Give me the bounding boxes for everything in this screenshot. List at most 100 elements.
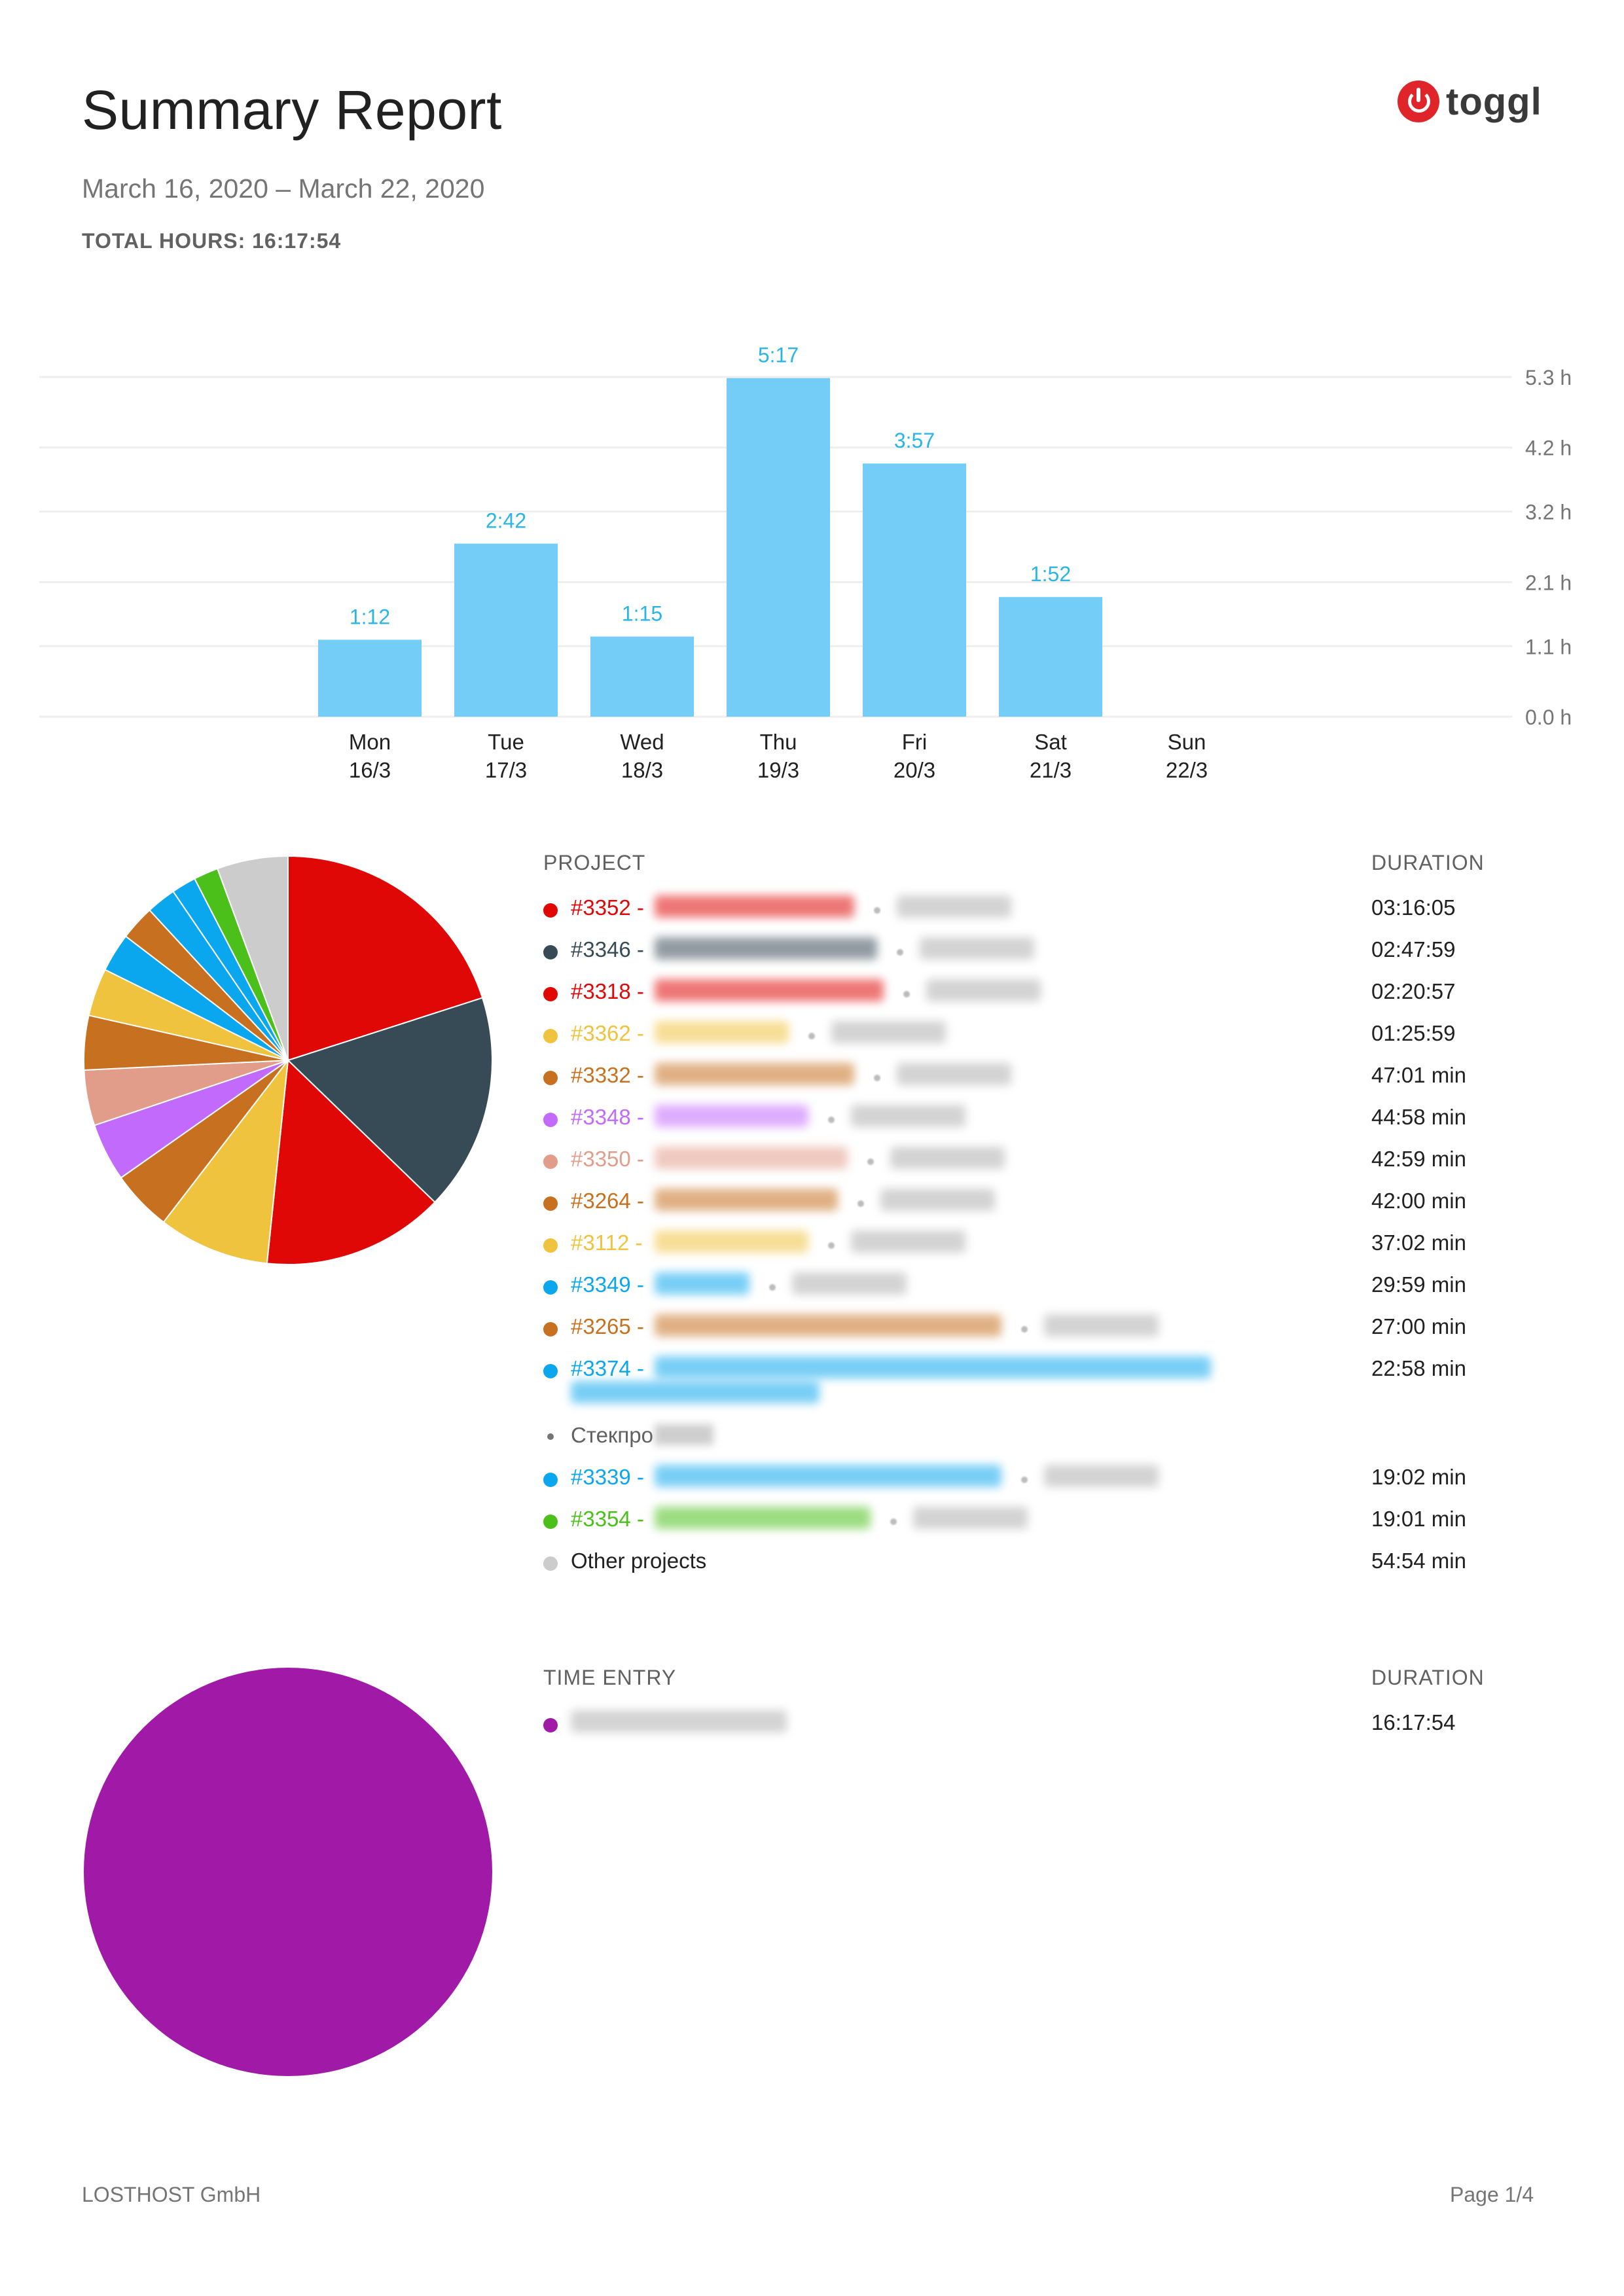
- blurred-project-name: [655, 937, 877, 960]
- project-row: #3352 - 03:16:05: [543, 890, 1486, 932]
- bar-data-label: 5:17: [758, 344, 799, 367]
- project-row: #3339 - 19:02 min: [543, 1460, 1486, 1501]
- project-row: #3332 - 47:01 min: [543, 1058, 1486, 1100]
- project-code: #3318 -: [571, 979, 644, 1003]
- project-code: #3350 -: [571, 1147, 644, 1171]
- blurred-project-name: [655, 1189, 838, 1211]
- project-color-dot: [543, 1364, 558, 1378]
- time-entry-table-header: TIME ENTRY DURATION: [543, 1666, 1486, 1705]
- time-entry-pie-chart: [84, 1668, 492, 2076]
- y-tick-label: 1.1 h: [1525, 635, 1572, 658]
- project-duration: 44:58 min: [1371, 1105, 1466, 1129]
- project-row: #3374 - 22:58 min: [543, 1351, 1486, 1418]
- separator-dot: [1021, 1477, 1028, 1483]
- project-color-dot: [543, 1029, 558, 1043]
- blurred-client-name: [792, 1272, 907, 1295]
- blurred-client-name: [897, 1063, 1011, 1085]
- project-code: #3112 -: [571, 1230, 643, 1255]
- blurred-client-name: [880, 1189, 995, 1211]
- total-hours: TOTAL HOURS: 16:17:54: [82, 229, 342, 253]
- project-row: #3354 - 19:01 min: [543, 1501, 1486, 1543]
- bar: [318, 639, 422, 717]
- project-duration: 02:20:57: [1371, 979, 1456, 1003]
- blurred-client-name: [926, 979, 1041, 1001]
- bar-data-label: 1:15: [622, 602, 662, 626]
- blurred-client-name: [913, 1507, 1028, 1529]
- footer-company: LOSTHOST GmbH: [82, 2183, 261, 2206]
- x-tick-date: 21/3: [1030, 758, 1072, 782]
- project-color-dot: [543, 1238, 558, 1253]
- client-name: Стекпро: [571, 1423, 653, 1447]
- project-color-dot: [543, 1280, 558, 1295]
- logo-text: toggl: [1446, 80, 1542, 123]
- separator-dot: [857, 1200, 864, 1207]
- project-pie-chart: [83, 855, 493, 1265]
- pie-slice: [84, 1668, 492, 2076]
- x-tick-date: 17/3: [485, 758, 527, 782]
- project-row: #3112 - 37:02 min: [543, 1225, 1486, 1267]
- separator-dot: [890, 1518, 897, 1525]
- separator-dot: [874, 907, 880, 914]
- project-client-subrow: Стекпро: [543, 1418, 1486, 1460]
- separator-dot: [903, 991, 910, 997]
- date-range: March 16, 2020 – March 22, 2020: [82, 173, 485, 204]
- blurred-client-name: [897, 895, 1011, 918]
- project-duration: 42:00 min: [1371, 1189, 1466, 1213]
- project-row: #3264 - 42:00 min: [543, 1183, 1486, 1225]
- bar: [590, 636, 694, 717]
- bar: [454, 543, 558, 717]
- bar: [999, 597, 1102, 717]
- blurred-project-name: [655, 1063, 854, 1085]
- duration-column-header: DURATION: [1371, 851, 1485, 874]
- y-tick-label: 0.0 h: [1525, 706, 1572, 729]
- x-tick-date: 22/3: [1166, 758, 1208, 782]
- pie-slice: [216, 855, 289, 1061]
- y-tick-label: 4.2 h: [1525, 437, 1572, 460]
- project-code: #3349 -: [571, 1272, 644, 1297]
- blurred-client-name: [1044, 1314, 1159, 1336]
- blurred-client-name: [890, 1147, 1005, 1169]
- project-code: #3362 -: [571, 1021, 644, 1045]
- bar: [727, 378, 830, 717]
- x-tick-day: Tue: [488, 730, 524, 754]
- time-entry-color-dot: [543, 1718, 558, 1732]
- footer-page-number: Page 1/4: [1450, 2183, 1534, 2206]
- project-code: #3348 -: [571, 1105, 644, 1129]
- project-color-dot: [543, 945, 558, 960]
- project-duration: 42:59 min: [1371, 1147, 1466, 1171]
- project-code: #3352 -: [571, 895, 644, 920]
- project-code: #3264 -: [571, 1189, 644, 1213]
- blurred-client-suffix: [655, 1424, 713, 1445]
- x-tick-day: Thu: [760, 730, 797, 754]
- blurred-project-name: [655, 1314, 1001, 1336]
- blurred-project-name: [655, 1230, 808, 1253]
- project-duration: 27:00 min: [1371, 1314, 1466, 1338]
- separator-dot: [874, 1075, 880, 1081]
- project-duration: 19:01 min: [1371, 1507, 1466, 1531]
- pie-slice: [266, 1058, 436, 1265]
- x-tick-date: 19/3: [757, 758, 799, 782]
- y-tick-label: 3.2 h: [1525, 501, 1572, 524]
- project-color-dot: [543, 1556, 558, 1571]
- bar-data-label: 3:57: [894, 429, 935, 452]
- project-row: #3265 - 27:00 min: [543, 1309, 1486, 1351]
- x-tick-date: 18/3: [621, 758, 663, 782]
- separator-dot: [897, 949, 903, 956]
- toggl-logo: toggl: [1398, 79, 1542, 124]
- x-tick-day: Mon: [349, 730, 391, 754]
- separator-dot: [808, 1033, 815, 1039]
- project-duration: 19:02 min: [1371, 1465, 1466, 1489]
- project-duration: 22:58 min: [1371, 1356, 1466, 1380]
- project-row: #3346 - 02:47:59: [543, 932, 1486, 974]
- client-dot: [547, 1433, 554, 1440]
- x-tick-day: Sat: [1034, 730, 1067, 754]
- project-color-dot: [543, 1113, 558, 1127]
- blurred-project-name: [571, 1381, 820, 1403]
- separator-dot: [1021, 1326, 1028, 1333]
- project-table-header: PROJECT DURATION: [543, 851, 1486, 890]
- blurred-project-name: [655, 895, 854, 918]
- blurred-client-name: [851, 1105, 965, 1127]
- x-tick-day: Sun: [1168, 730, 1206, 754]
- project-code: #3339 -: [571, 1465, 644, 1489]
- separator-dot: [828, 1117, 835, 1123]
